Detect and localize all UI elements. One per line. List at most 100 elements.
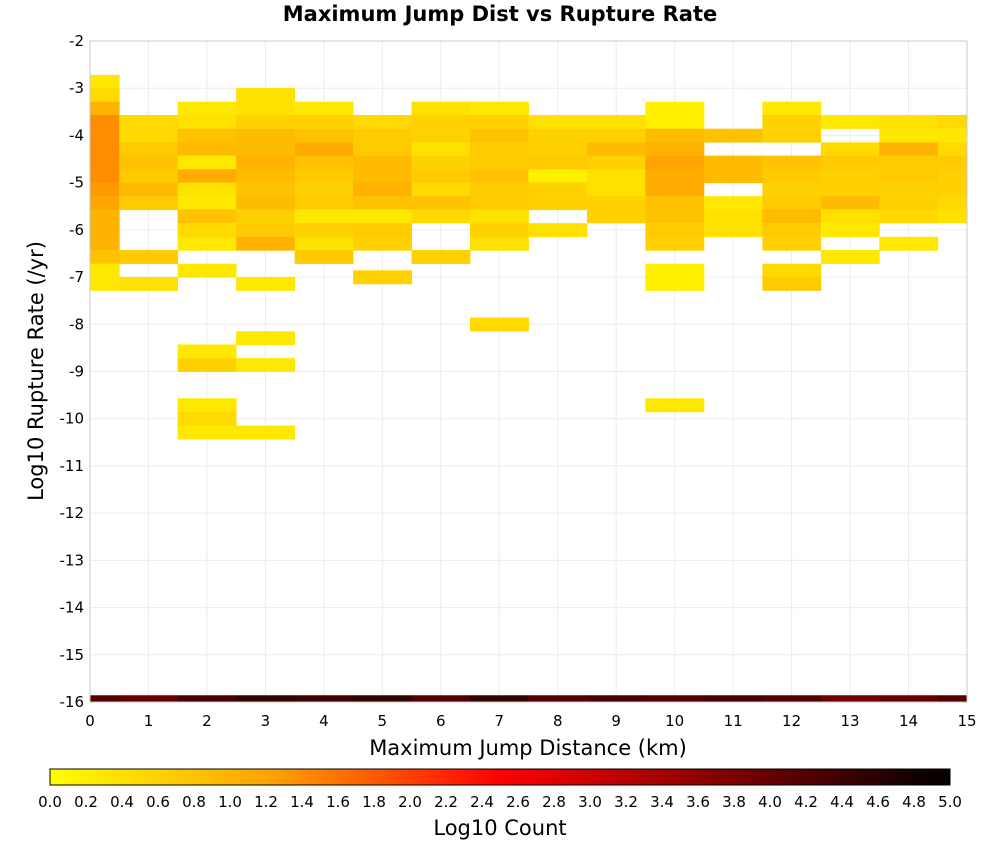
heatmap-cell [294,114,354,129]
heatmap-cell [411,142,471,157]
colorbar-tick-label: 3.6 [686,793,710,811]
chart-title: Maximum Jump Dist vs Rupture Rate [282,2,718,26]
colorbar-tick-label: 5.0 [938,793,962,811]
y-tick-label: -10 [60,410,85,428]
colorbar-label: Log10 Count [433,816,566,840]
heatmap-cell [119,128,179,143]
heatmap-cell [294,250,354,264]
heatmap-cell [586,142,646,157]
heatmap-cell [90,182,120,197]
heatmap-cell [236,101,296,116]
heatmap-cell [411,128,471,143]
heatmap-cell [177,142,237,157]
heatmap-cell [236,209,296,224]
heatmap-cell [353,196,412,211]
x-tick-label: 0 [85,712,95,730]
heatmap-cell [90,169,120,184]
heatmap-cell [177,398,237,413]
heatmap-cell [528,196,588,211]
heatmap-cell [762,101,822,116]
colorbar-tick-label: 1.0 [218,793,242,811]
colorbar-tick-label: 0.2 [74,793,98,811]
x-tick-label: 1 [144,712,154,730]
heatmap-cell [937,114,968,129]
colorbar-tick-label: 1.6 [326,793,350,811]
heatmap-cell [236,182,296,197]
heatmap-cell [119,695,179,703]
colorbar-tick-label: 0.4 [110,793,134,811]
heatmap-cell [937,128,968,143]
heatmap-cell [177,196,237,211]
heatmap-cell [90,695,120,703]
heatmap-cell [411,114,471,129]
colorbar-tick-labels: 0.0 0.2 0.4 0.6 0.8 1.0 1.2 1.4 1.6 1.8 2.0 2.2 2.4 2… [38,793,962,811]
heatmap-cell [353,114,412,129]
heatmap-cell [645,398,705,413]
heatmap-cell [645,276,705,291]
heatmap-cell [294,169,354,184]
heatmap-cell [528,128,588,143]
heatmap-cell [236,223,296,238]
heatmap-cell [177,114,237,129]
colorbar-tick-label: 4.4 [830,793,854,811]
x-axis-label: Maximum Jump Distance (km) [369,736,687,760]
colorbar [49,768,951,786]
y-axis-label: Log10 Rupture Rate (/yr) [24,241,48,501]
heatmap-cell [586,114,646,129]
heatmap-cell [236,169,296,184]
heatmap-cell [236,695,296,703]
heatmap-cell [411,695,471,703]
heatmap-cell [820,209,880,224]
heatmap-cell [470,128,529,143]
heatmap-cell [703,128,763,143]
y-tick-label: -9 [69,363,84,381]
heatmap-cell [937,142,968,157]
x-tick-label: 15 [957,712,976,730]
heatmap-cell [586,169,646,184]
heatmap-cell [119,142,179,157]
heatmap-cell [937,155,968,170]
heatmap-cell [879,155,939,170]
heatmap-cell [703,209,763,224]
heatmap-cell [177,155,237,170]
y-tick-label: -5 [69,174,84,192]
heatmap-cell [470,155,529,170]
heatmap-cell [645,155,705,170]
heatmap-cell [177,358,237,373]
heatmap-cell [294,101,354,116]
heatmap-cell [353,209,412,224]
heatmap-cell [411,155,471,170]
heatmap-cells [90,74,968,703]
heatmap-cell [353,695,412,703]
colorbar-tick-label: 0.0 [38,793,62,811]
colorbar-tick-label: 3.0 [578,793,602,811]
heatmap-cell [177,411,237,426]
heatmap-cell [353,142,412,157]
heatmap-cell [236,88,296,102]
heatmap-cell [353,169,412,184]
colorbar-tick-label: 2.4 [470,793,494,811]
heatmap-cell [820,196,880,211]
y-tick-label: -13 [60,551,85,569]
heatmap-cell [586,128,646,143]
heatmap-cell [470,101,529,116]
heatmap-cell [236,114,296,129]
heatmap-cell [90,223,120,238]
colorbar-tick-label: 2.6 [506,793,530,811]
heatmap-cell [177,263,237,278]
heatmap-cell [937,169,968,184]
heatmap-cell [294,695,354,703]
heatmap-cell [90,209,120,224]
colorbar-tick-label: 1.4 [290,793,314,811]
heatmap-cell [90,196,120,211]
heatmap-cell [528,155,588,170]
y-tick-label: -15 [60,646,85,664]
x-tick-label: 12 [782,712,801,730]
heatmap-cell [294,128,354,143]
heatmap-cell [937,182,968,197]
heatmap-cell [236,425,296,440]
heatmap-cell [177,344,237,359]
colorbar-tick-label: 4.2 [794,793,818,811]
heatmap-cell [470,209,529,224]
